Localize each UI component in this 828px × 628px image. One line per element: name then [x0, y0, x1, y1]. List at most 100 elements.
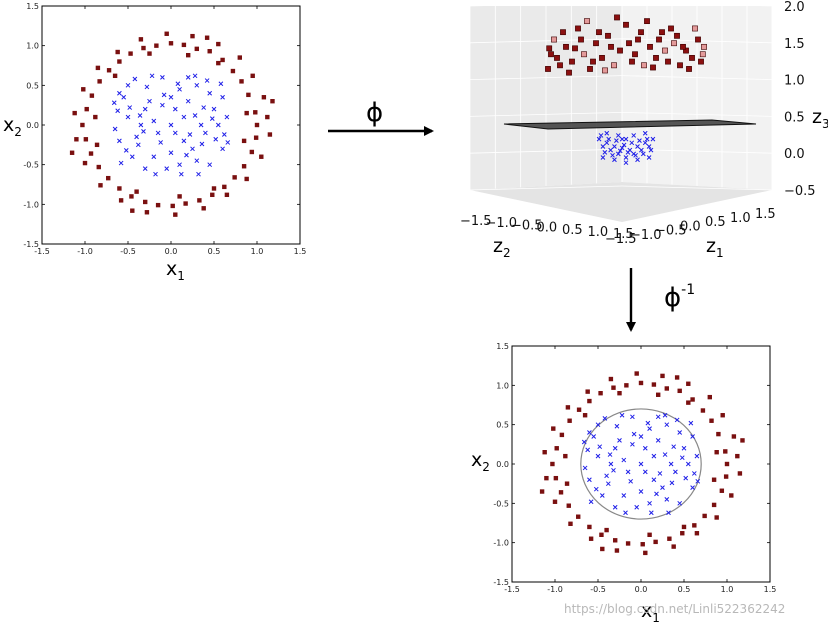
input-space-point	[168, 150, 174, 156]
feature-space-outer-point	[548, 51, 554, 58]
decision-boundary-point	[638, 380, 644, 386]
input-space-point	[134, 189, 139, 194]
feature-space-z1-tick: 0.5	[705, 215, 726, 230]
input-space-point	[261, 95, 267, 100]
decision-boundary-point	[679, 455, 685, 461]
input-space-point	[207, 49, 212, 54]
input-space-point	[192, 113, 198, 118]
decision-boundary-ytick-label: -0.5	[493, 499, 509, 508]
input-space-point	[164, 166, 170, 171]
decision-boundary-point	[731, 434, 737, 439]
input-space-point	[232, 175, 237, 180]
input-space-xtick-label: -0.5	[120, 247, 136, 256]
feature-space-gridline	[621, 75, 773, 80]
decision-boundary-point	[648, 510, 654, 516]
input-space-point	[118, 160, 124, 166]
feature-space-outer-point	[677, 62, 683, 69]
decision-boundary-point	[653, 539, 658, 545]
decision-boundary-point	[656, 392, 661, 397]
input-space-point	[168, 94, 174, 100]
decision-boundary-point	[593, 486, 599, 492]
feature-space-z1-tick: −0.5	[655, 224, 687, 239]
input-space-point	[94, 142, 100, 148]
input-space-point	[115, 49, 120, 55]
input-space-point	[220, 94, 225, 100]
feature-space-outer-point	[626, 40, 632, 47]
decision-boundary-ytick-label: 0.5	[496, 421, 509, 430]
input-space-point	[211, 106, 217, 112]
input-space-point	[117, 90, 122, 96]
input-space-point	[210, 192, 215, 198]
decision-boundary-point	[558, 490, 564, 495]
decision-boundary-point	[542, 450, 547, 455]
input-space-ytick-label: -1.5	[23, 240, 39, 249]
feature-space-outer-point	[644, 18, 650, 25]
input-space-xtick-label: 1.5	[294, 247, 307, 256]
decision-boundary-point	[674, 375, 680, 380]
input-space-point	[141, 45, 146, 51]
input-space-point	[164, 31, 169, 36]
feature-space-outer-point	[641, 62, 647, 69]
feature-space-inner-point	[596, 136, 602, 142]
input-space-point	[172, 130, 178, 136]
feature-space-outer-point	[617, 47, 623, 54]
feature-space-gridline	[469, 148, 623, 154]
decision-boundary-point	[539, 489, 545, 494]
feature-space-inner-point	[612, 144, 617, 149]
feature-space-inner-point	[617, 148, 623, 154]
decision-boundary-point	[660, 485, 665, 490]
decision-boundary-point	[631, 431, 637, 437]
feature-space-inner-point	[629, 140, 635, 146]
feature-space-outer-point	[699, 51, 706, 58]
feature-space-inner-points	[596, 130, 656, 166]
decision-boundary-xtick-label: -1.5	[504, 585, 520, 594]
decision-boundary-point	[587, 430, 592, 435]
decision-boundary-point	[599, 493, 605, 498]
decision-boundary-point	[723, 449, 728, 454]
decision-boundary-point	[711, 502, 717, 508]
feature-space-outer-point	[683, 47, 689, 54]
input-space-point	[215, 122, 221, 128]
watermark: https://blog.csdn.net/Linli522362242	[564, 602, 785, 616]
decision-boundary-point	[671, 444, 677, 450]
decision-boundary-point	[628, 478, 634, 484]
feature-space-inner-point	[637, 138, 642, 143]
input-space-point	[132, 76, 138, 82]
input-space-xlabel: x1	[166, 258, 185, 283]
decision-boundary-ticks: -1.5 -1.0 -0.5 0.0 0.5 1.0 1.5 -1.5 -1.0 -0.5 0.0 0…	[493, 342, 776, 594]
feature-space-inner-point	[610, 152, 615, 158]
input-space-point	[224, 114, 230, 120]
feature-space-z2-tick: −1.0	[486, 216, 518, 231]
decision-boundary-point	[630, 441, 635, 447]
decision-boundary-point	[657, 471, 663, 476]
decision-boundary-point	[690, 397, 695, 402]
input-space-point	[177, 86, 182, 92]
input-space-point	[177, 194, 182, 199]
feature-space-outer-point	[608, 43, 614, 50]
decision-boundary-point	[662, 412, 668, 418]
input-space-point	[81, 87, 86, 92]
feature-space-outer-point	[554, 55, 560, 61]
decision-boundary-point	[604, 473, 609, 479]
decision-boundary-point	[702, 513, 707, 519]
input-space-point	[222, 184, 227, 190]
input-space-points	[69, 31, 275, 217]
input-space-point	[89, 93, 95, 98]
decision-boundary-ytick-label: 1.0	[496, 381, 509, 390]
decision-boundary-point	[654, 491, 659, 497]
feature-space-floor	[470, 182, 772, 222]
feature-space-outer-point	[668, 25, 674, 32]
feature-space-gridline	[469, 38, 623, 44]
feature-space-outer-points	[545, 14, 707, 76]
feature-space-gridline	[469, 1, 623, 7]
feature-space-outer-point	[674, 32, 680, 39]
decision-boundary-point	[591, 434, 597, 439]
decision-boundary-point	[621, 493, 627, 498]
decision-boundary-point	[568, 521, 573, 526]
input-space-point	[204, 35, 210, 40]
feature-space-outer-point	[546, 45, 553, 52]
decision-boundary-point	[686, 400, 691, 405]
decision-boundary-points	[539, 371, 745, 556]
feature-space-outer-point	[599, 55, 605, 61]
decision-boundary-point	[585, 389, 590, 394]
